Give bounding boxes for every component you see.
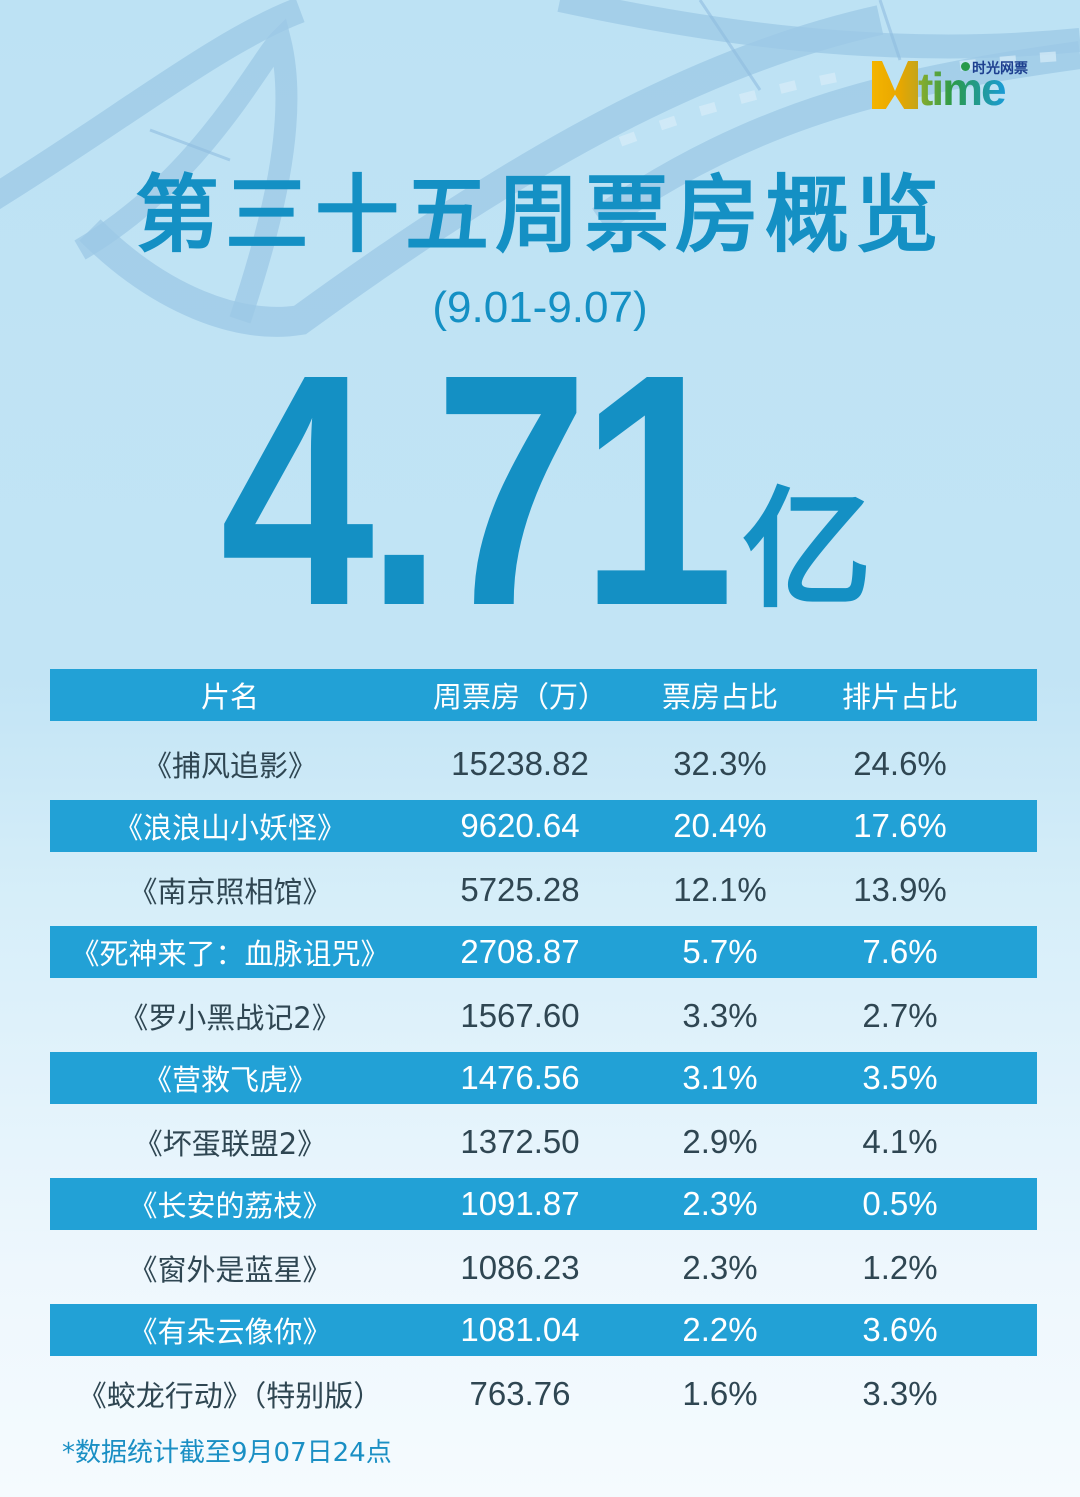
film-title: 《蛟龙行动》（特别版）: [77, 1378, 383, 1413]
weekly-box-office: 1086.23: [460, 1248, 580, 1286]
film-title: 《死神来了：血脉诅咒》: [70, 937, 390, 971]
screening-share: 0.5%: [862, 1185, 938, 1222]
weekly-box-office: 2708.87: [460, 933, 580, 970]
screening-share: 17.6%: [853, 807, 947, 844]
total-unit: 亿: [742, 474, 873, 626]
table-row: 《长安的荔枝》 1091.87 2.3% 0.5%: [50, 1178, 1037, 1230]
table-row: 《窗外是蓝星》 1086.23 2.3% 1.2%: [50, 1236, 1037, 1299]
film-title: 《罗小黑战记2》: [119, 1000, 341, 1035]
table-row: 《蛟龙行动》（特别版） 763.76 1.6% 3.3%: [50, 1362, 1037, 1425]
screening-share: 24.6%: [853, 744, 947, 782]
screening-share: 3.6%: [862, 1311, 938, 1348]
table-row: 《罗小黑战记2》 1567.60 3.3% 2.7%: [50, 984, 1037, 1047]
table-row: 《浪浪山小妖怪》 9620.64 20.4% 17.6%: [50, 800, 1037, 852]
film-title: 《浪浪山小妖怪》: [113, 811, 346, 845]
column-header-screening-share: 排片占比: [841, 680, 958, 714]
logo-cn-text: 时光网票: [972, 58, 1028, 78]
total-value: 4.71: [220, 305, 734, 674]
mtime-logo: 时光网票 time: [872, 58, 1032, 115]
logo-time-text: time: [918, 63, 1007, 115]
box-office-share: 12.1%: [673, 870, 767, 908]
table-row: 《有朵云像你》 1081.04 2.2% 3.6%: [50, 1304, 1037, 1356]
column-header-box-office-share: 票房占比: [661, 680, 778, 714]
data-footnote: *数据统计截至9月07日24点: [62, 1438, 392, 1468]
table-row: 《死神来了：血脉诅咒》 2708.87 5.7% 7.6%: [50, 926, 1037, 978]
screening-share: 7.6%: [862, 933, 938, 970]
table-row: 《营救飞虎》 1476.56 3.1% 3.5%: [50, 1052, 1037, 1104]
page-title: 第三十五周票房概览: [134, 166, 945, 264]
box-office-share: 1.6%: [682, 1374, 758, 1412]
box-office-share: 2.2%: [682, 1311, 758, 1348]
weekly-box-office: 1081.04: [460, 1311, 580, 1348]
box-office-share: 32.3%: [673, 744, 767, 782]
weekly-box-office: 5725.28: [460, 870, 580, 908]
table-header: 片名 周票房（万） 票房占比 排片占比: [50, 669, 1037, 721]
box-office-share: 20.4%: [673, 807, 767, 844]
film-title: 《南京照相馆》: [128, 874, 332, 909]
weekly-box-office: 763.76: [469, 1374, 571, 1412]
screening-share: 3.5%: [862, 1059, 938, 1096]
box-office-share: 3.3%: [682, 996, 758, 1034]
screening-share: 4.1%: [862, 1122, 938, 1160]
weekly-box-office: 1091.87: [460, 1185, 580, 1222]
table-row: 《坏蛋联盟2》 1372.50 2.9% 4.1%: [50, 1110, 1037, 1173]
weekly-box-office: 15238.82: [451, 744, 589, 782]
screening-share: 13.9%: [853, 870, 947, 908]
total-box-office: 4.71 亿: [220, 305, 872, 674]
weekly-box-office: 1372.50: [460, 1122, 580, 1160]
weekly-box-office: 1476.56: [460, 1059, 580, 1096]
film-title: 《捕风追影》: [142, 748, 317, 783]
screening-share: 1.2%: [862, 1248, 938, 1286]
weekly-box-office: 1567.60: [460, 996, 580, 1034]
film-title: 《营救飞虎》: [142, 1063, 317, 1097]
logo-dot-icon: [961, 62, 970, 71]
logo-m-mark-icon: [872, 61, 918, 109]
column-header-weekly-box-office: 周票房（万）: [432, 680, 607, 714]
box-office-share: 3.1%: [682, 1059, 758, 1096]
box-office-share: 2.9%: [682, 1122, 758, 1160]
weekly-box-office: 9620.64: [460, 807, 580, 844]
film-title: 《坏蛋联盟2》: [133, 1126, 327, 1161]
date-range: (9.01-9.07): [432, 283, 648, 332]
film-title: 《长安的荔枝》: [128, 1189, 332, 1223]
box-office-share: 5.7%: [682, 933, 758, 970]
film-title: 《窗外是蓝星》: [128, 1252, 332, 1287]
table-row: 《南京照相馆》 5725.28 12.1% 13.9%: [50, 858, 1037, 921]
box-office-share: 2.3%: [682, 1248, 758, 1286]
column-header-title: 片名: [200, 680, 259, 714]
film-title: 《有朵云像你》: [128, 1315, 332, 1349]
table-row: 《捕风追影》 15238.82 32.3% 24.6%: [50, 732, 1037, 795]
box-office-table: 片名 周票房（万） 票房占比 排片占比 《捕风追影》 15238.82 32.3…: [50, 669, 1037, 1425]
screening-share: 2.7%: [862, 996, 938, 1034]
box-office-share: 2.3%: [682, 1185, 758, 1222]
screening-share: 3.3%: [862, 1374, 938, 1412]
